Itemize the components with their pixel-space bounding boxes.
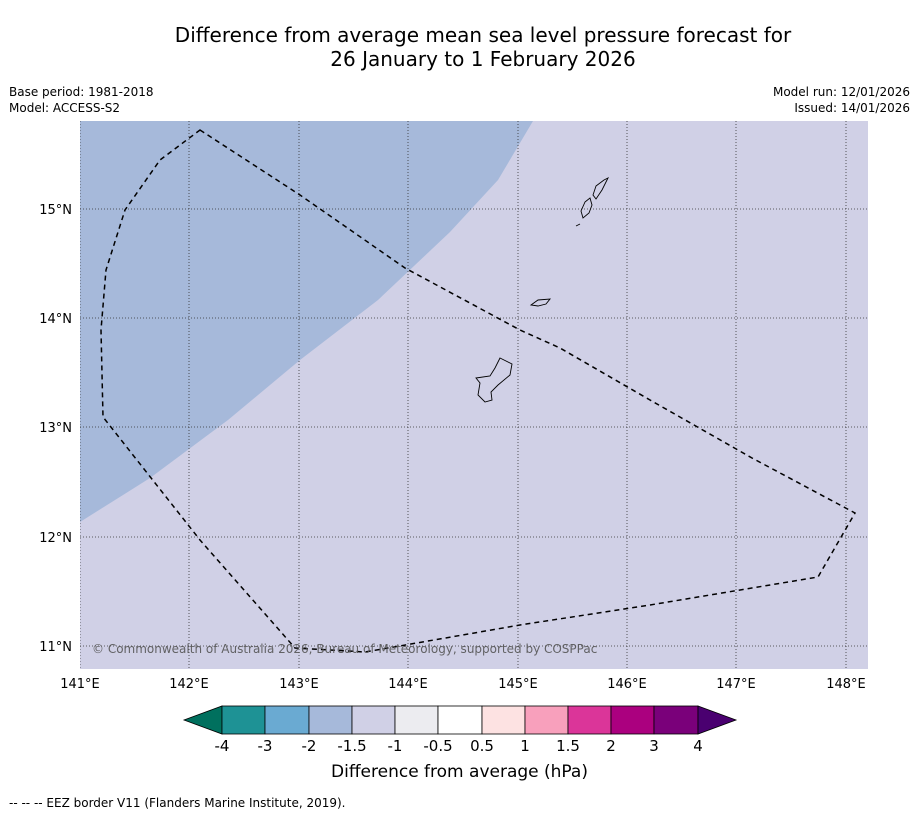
base-period: Base period: 1981-2018 bbox=[9, 85, 154, 99]
colorbar-tick-label: -4 bbox=[215, 737, 230, 755]
eez-footnote: -- -- -- EEZ border V11 (Flanders Marine… bbox=[9, 796, 346, 810]
graticule bbox=[80, 121, 868, 669]
colorbar-tick-label: 3 bbox=[649, 737, 659, 755]
colorbar-extend-low bbox=[182, 705, 223, 735]
colorbar-tick-label: -1.5 bbox=[337, 737, 366, 755]
island-aguijan bbox=[575, 223, 581, 227]
islands bbox=[475, 176, 610, 403]
meta-left: Base period: 1981-2018 Model: ACCESS-S2 bbox=[9, 84, 154, 116]
lon-tick-label: 146°E bbox=[607, 677, 647, 692]
colorbar-tick-label: 1 bbox=[520, 737, 530, 755]
lat-tick-label: 11°N bbox=[39, 640, 72, 655]
colorbar-segment bbox=[653, 705, 699, 735]
colorbar: -4 -3 -2 -1.5 -1 -0.5 0.5 1 1.5 2 3 4 bbox=[182, 705, 738, 755]
colorbar-segment bbox=[221, 705, 266, 735]
axis-labels: 141°E 142°E 143°E 144°E 145°E 146°E 147°E 148°E… bbox=[39, 203, 866, 692]
colorbar-segment bbox=[264, 705, 310, 735]
island-rota bbox=[529, 298, 552, 307]
pressure-anomaly-low-region bbox=[80, 121, 533, 522]
island-saipan bbox=[592, 176, 610, 200]
colorbar-title: Difference from average (hPa) bbox=[331, 762, 588, 782]
issued-date: Issued: 14/01/2026 bbox=[794, 101, 910, 115]
colorbar-tick-label: 0.5 bbox=[470, 737, 494, 755]
colorbar-extend-high bbox=[697, 705, 738, 735]
meta-right: Model run: 12/01/2026 Issued: 14/01/2026 bbox=[773, 84, 910, 116]
title-line-1: Difference from average mean sea level p… bbox=[174, 23, 792, 47]
island-tinian bbox=[580, 197, 593, 219]
lon-tick-label: 147°E bbox=[716, 677, 756, 692]
colorbar-segment bbox=[394, 705, 439, 735]
colorbar-segment bbox=[567, 705, 612, 735]
lon-tick-label: 141°E bbox=[60, 677, 100, 692]
colorbar-segment bbox=[308, 705, 353, 735]
lon-tick-label: 145°E bbox=[498, 677, 538, 692]
map-figure: © Commonwealth of Australia 2026, Bureau… bbox=[39, 121, 868, 755]
map-plot-area: © Commonwealth of Australia 2026, Bureau… bbox=[80, 121, 868, 669]
colorbar-segment bbox=[524, 705, 569, 735]
colorbar-tick-label: 1.5 bbox=[556, 737, 580, 755]
colorbar-segment bbox=[481, 705, 526, 735]
lat-tick-label: 12°N bbox=[39, 531, 72, 546]
model-name: Model: ACCESS-S2 bbox=[9, 101, 121, 115]
island-guam bbox=[475, 357, 513, 403]
colorbar-tick-label: -2 bbox=[302, 737, 317, 755]
colorbar-tick-label: -3 bbox=[258, 737, 273, 755]
colorbar-segment bbox=[610, 705, 655, 735]
eez-border bbox=[100, 129, 857, 653]
colorbar-tick-label: -1 bbox=[388, 737, 403, 755]
colorbar-tick-label: -0.5 bbox=[423, 737, 452, 755]
title-line-2: 26 January to 1 February 2026 bbox=[330, 47, 636, 71]
copyright-text: © Commonwealth of Australia 2026, Bureau… bbox=[92, 642, 597, 656]
colorbar-segment bbox=[437, 705, 483, 735]
lat-tick-label: 14°N bbox=[39, 312, 72, 327]
chart-title: Difference from average mean sea level p… bbox=[0, 23, 919, 71]
colorbar-tick-label: 4 bbox=[693, 737, 703, 755]
model-run: Model run: 12/01/2026 bbox=[772, 85, 910, 99]
colorbar-segment bbox=[351, 705, 396, 735]
lat-tick-label: 15°N bbox=[39, 203, 72, 218]
lon-tick-label: 142°E bbox=[169, 677, 209, 692]
lon-tick-label: 143°E bbox=[279, 677, 319, 692]
colorbar-tick-label: 2 bbox=[606, 737, 616, 755]
lon-tick-label: 148°E bbox=[826, 677, 866, 692]
lon-tick-label: 144°E bbox=[388, 677, 428, 692]
lat-tick-label: 13°N bbox=[39, 421, 72, 436]
